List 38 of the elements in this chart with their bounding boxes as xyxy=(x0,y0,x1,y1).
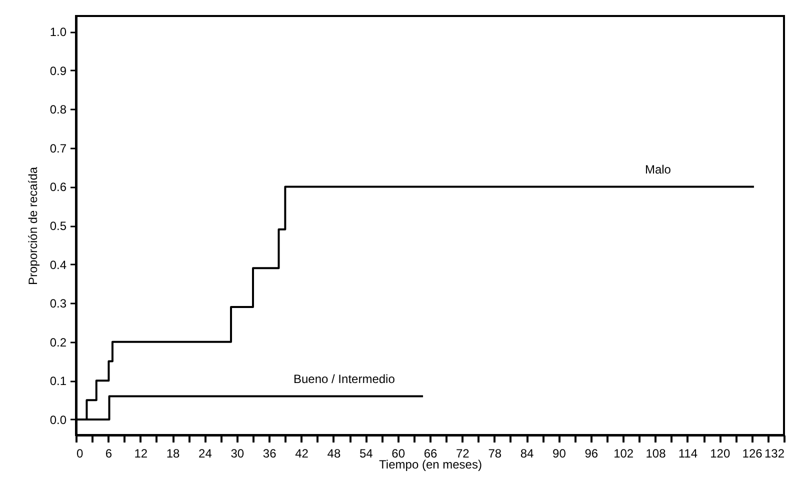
x-tick-label: 120 xyxy=(710,446,730,460)
y-axis-title: Proporción de recaída xyxy=(26,166,40,286)
x-tick-label: 108 xyxy=(646,446,666,460)
y-tick-label: 0.8 xyxy=(50,102,67,117)
x-tick-label: 6 xyxy=(105,446,112,460)
y-tick-label: 1.0 xyxy=(50,25,67,40)
x-tick-label: 36 xyxy=(262,446,277,460)
x-tick-label: 18 xyxy=(166,446,180,460)
x-tick-label: 114 xyxy=(678,446,698,460)
x-tick-label: 72 xyxy=(456,446,470,460)
x-tick-label: 54 xyxy=(359,446,374,460)
x-tick-label: 24 xyxy=(198,446,212,460)
x-tick-label: 90 xyxy=(552,446,566,460)
y-tick-label: 0.0 xyxy=(50,412,67,427)
x-tick-label: 102 xyxy=(614,446,634,460)
y-tick-label: 0.9 xyxy=(50,64,67,78)
x-axis-title: Tiempo (en meses) xyxy=(379,458,482,472)
y-tick-label: 0.4 xyxy=(50,258,67,272)
y-tick-label: 0.6 xyxy=(50,180,67,194)
x-tick-label: 30 xyxy=(230,446,244,460)
y-tick-label: 0.7 xyxy=(50,141,67,156)
x-tick-label: 42 xyxy=(295,446,309,460)
x-tick-label: 132 xyxy=(764,446,785,460)
y-tick-label: 0.5 xyxy=(50,219,67,233)
x-tick-label: 78 xyxy=(488,446,502,460)
x-tick-label: 12 xyxy=(134,446,148,460)
x-tick-label: 66 xyxy=(424,446,438,460)
x-tick-label: 60 xyxy=(392,446,406,460)
x-tick-label: 48 xyxy=(327,446,341,460)
x-tick-label: 0 xyxy=(76,446,84,460)
annotation: Malo xyxy=(644,162,672,177)
y-tick-label: 0.1 xyxy=(50,374,67,388)
annotation: Bueno / Intermedio xyxy=(293,372,396,386)
x-tick-label: 126 xyxy=(742,446,763,460)
y-tick-label: 0.3 xyxy=(50,296,67,311)
x-tick-label: 96 xyxy=(584,446,598,460)
x-tick-label: 84 xyxy=(520,446,534,460)
y-tick-label: 0.2 xyxy=(50,335,67,350)
